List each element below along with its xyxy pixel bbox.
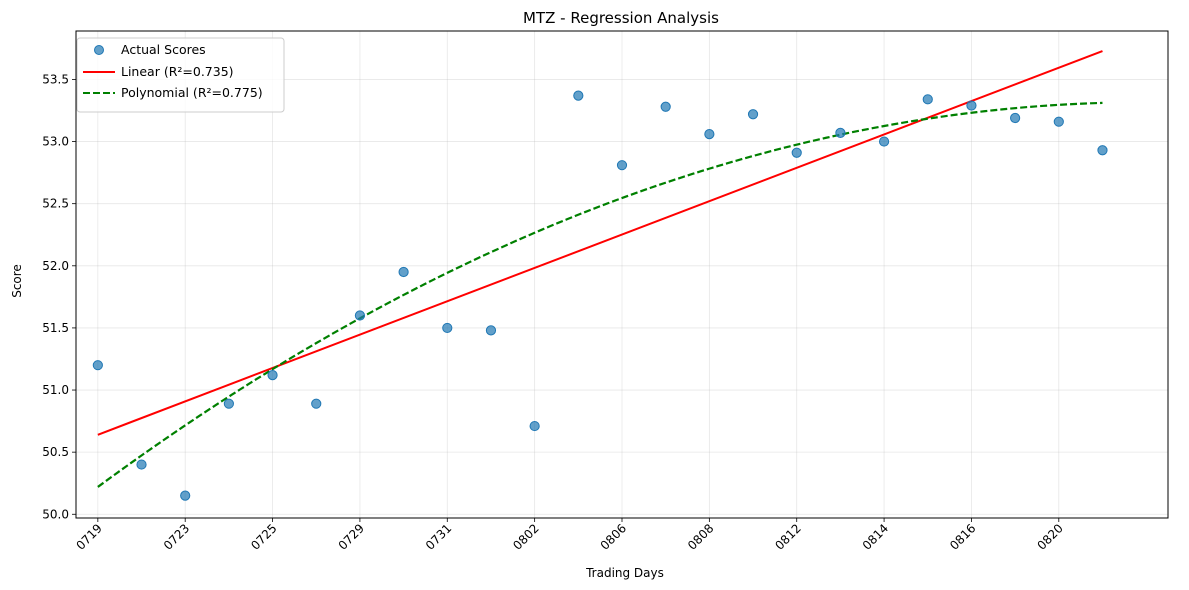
data-point bbox=[442, 322, 453, 334]
data-point bbox=[835, 127, 846, 138]
legend-label-actual-scores: Actual Scores bbox=[121, 42, 206, 57]
legend-box bbox=[76, 37, 285, 113]
y-tick-label: 52.5 bbox=[42, 197, 69, 211]
y-axis-label: Score bbox=[10, 264, 24, 298]
linear-fit-line bbox=[97, 50, 1103, 436]
data-point bbox=[922, 94, 933, 105]
data-point bbox=[92, 360, 103, 371]
y-tick-label: 53.0 bbox=[42, 135, 69, 149]
data-point bbox=[311, 398, 322, 409]
data-point bbox=[354, 310, 366, 321]
y-tick-label: 50.0 bbox=[42, 507, 69, 521]
x-tick-label: 0820 bbox=[1034, 521, 1065, 552]
x-tick-label: 0816 bbox=[947, 521, 978, 552]
x-tick-label: 0814 bbox=[860, 521, 891, 552]
x-tick-label: 0812 bbox=[772, 521, 803, 552]
x-tick-label: 0802 bbox=[510, 521, 541, 552]
fit-lines bbox=[97, 50, 1103, 488]
legend: Actual Scores Linear (R²=0.735) Polynomi… bbox=[76, 37, 285, 113]
x-tick-label: 0731 bbox=[423, 521, 454, 552]
y-tick-label: 50.5 bbox=[42, 445, 69, 459]
y-tick-label: 53.5 bbox=[42, 72, 69, 86]
data-point bbox=[267, 370, 278, 381]
data-point bbox=[704, 129, 715, 140]
data-point bbox=[136, 459, 147, 470]
legend-label-polynomial: Polynomial (R²=0.775) bbox=[121, 85, 263, 100]
x-axis-label: Trading Days bbox=[585, 566, 664, 580]
data-point bbox=[573, 90, 584, 101]
polynomial-fit-line bbox=[97, 101, 1103, 488]
data-point bbox=[747, 109, 759, 120]
legend-marker-actual-scores bbox=[94, 45, 104, 55]
x-tick-label: 0808 bbox=[685, 521, 716, 552]
x-tick-label: 0729 bbox=[336, 521, 367, 552]
data-point bbox=[1010, 112, 1021, 124]
x-axis-ticks: 0719 0723 0725 0729 0731 0802 0806 0808 0812 0814… bbox=[73, 518, 1066, 553]
data-point bbox=[398, 266, 409, 278]
data-point bbox=[616, 160, 628, 171]
data-point bbox=[660, 101, 671, 112]
y-tick-label: 51.0 bbox=[42, 383, 69, 397]
x-tick-label: 0719 bbox=[73, 521, 104, 552]
data-point bbox=[966, 100, 977, 111]
data-point bbox=[529, 420, 540, 432]
chart-title: MTZ - Regression Analysis bbox=[523, 9, 719, 27]
y-tick-label: 51.5 bbox=[42, 321, 69, 335]
data-point bbox=[223, 398, 234, 409]
legend-label-linear: Linear (R²=0.735) bbox=[121, 64, 234, 79]
data-point bbox=[878, 136, 890, 147]
data-point bbox=[791, 147, 802, 158]
y-axis-ticks: 50.0 50.5 51.0 51.5 52.0 52.5 53.0 53.5 bbox=[42, 72, 76, 521]
data-point bbox=[180, 490, 191, 501]
x-tick-label: 0723 bbox=[161, 521, 192, 552]
data-points bbox=[92, 90, 1108, 501]
data-point bbox=[1053, 116, 1064, 127]
x-tick-label: 0806 bbox=[598, 521, 629, 552]
data-point bbox=[485, 325, 497, 336]
x-tick-label: 0725 bbox=[248, 521, 279, 552]
data-point bbox=[1097, 145, 1108, 156]
y-tick-label: 52.0 bbox=[42, 259, 69, 273]
